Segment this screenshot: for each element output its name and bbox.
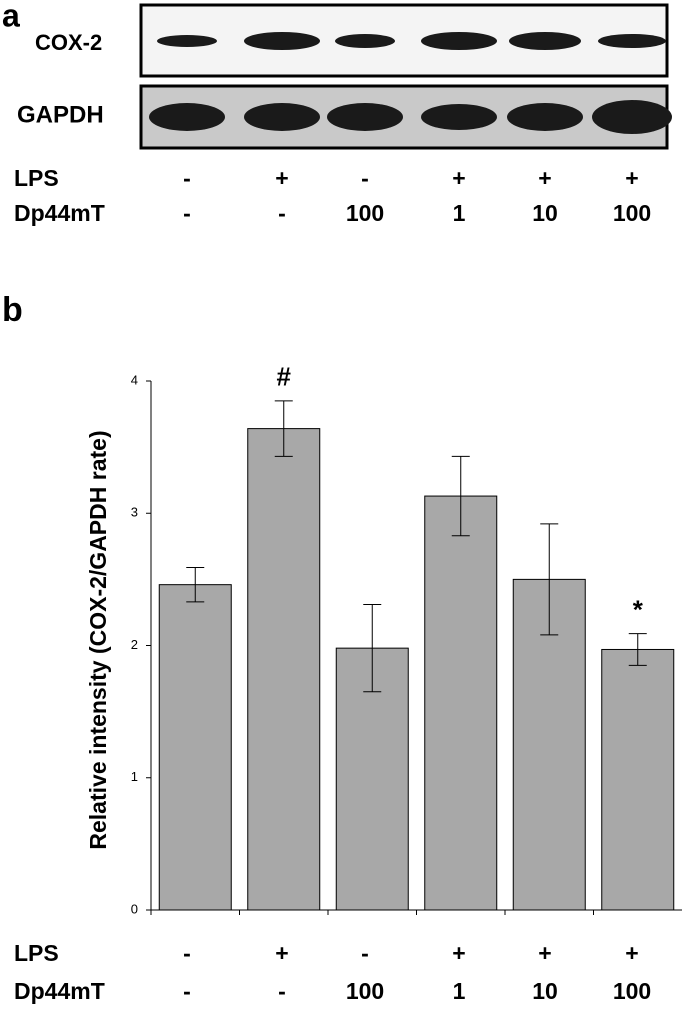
panel-label: a <box>2 0 20 33</box>
y-tick-label: 1 <box>131 769 138 784</box>
condition-value: + <box>538 940 551 966</box>
condition-value: - <box>183 200 191 226</box>
condition-value: - <box>361 940 369 966</box>
condition-value: + <box>452 165 465 191</box>
error-bar <box>274 400 293 457</box>
error-bar <box>186 566 205 603</box>
condition-value: + <box>538 165 551 191</box>
blot-frame <box>139 3 669 78</box>
panel-label: b <box>2 291 23 329</box>
band <box>507 103 583 131</box>
band <box>244 32 320 50</box>
condition-value: + <box>452 940 465 966</box>
condition-value: - <box>278 200 286 226</box>
band <box>421 104 497 130</box>
condition-value: 10 <box>532 978 558 1004</box>
error-bar <box>628 633 647 666</box>
bar <box>601 648 675 911</box>
condition-name: LPS <box>14 940 59 966</box>
blot-label: GAPDH <box>17 101 104 128</box>
y-tick-label: 3 <box>131 505 138 520</box>
condition-value: 1 <box>453 978 466 1004</box>
y-axis-label: Relative intensity (COX-2/GAPDH rate) <box>85 430 111 849</box>
condition-value: + <box>275 940 288 966</box>
band <box>598 34 666 48</box>
significance-mark: # <box>277 362 292 392</box>
y-tick-label: 2 <box>131 637 138 652</box>
y-tick-label: 0 <box>131 901 138 916</box>
band <box>421 32 497 50</box>
condition-name: Dp44mT <box>14 978 105 1004</box>
condition-value: + <box>275 165 288 191</box>
error-bar <box>451 455 470 537</box>
error-bar <box>363 604 382 693</box>
band <box>244 103 320 131</box>
condition-value: - <box>183 940 191 966</box>
bar <box>158 584 232 911</box>
condition-value: - <box>278 978 286 1004</box>
condition-value: + <box>625 165 638 191</box>
significance-mark: * <box>633 594 644 624</box>
band <box>509 32 581 50</box>
condition-value: 100 <box>613 978 651 1004</box>
condition-value: 100 <box>346 978 384 1004</box>
band <box>157 35 217 47</box>
condition-name: LPS <box>14 165 59 191</box>
error-bar <box>540 523 559 636</box>
condition-value: - <box>361 165 369 191</box>
band <box>327 103 403 131</box>
condition-value: 100 <box>346 200 384 226</box>
condition-value: + <box>625 940 638 966</box>
condition-value: 100 <box>613 200 651 226</box>
condition-value: - <box>183 165 191 191</box>
condition-value: 10 <box>532 200 558 226</box>
condition-name: Dp44mT <box>14 200 105 226</box>
condition-value: - <box>183 978 191 1004</box>
band <box>335 34 395 48</box>
band <box>149 103 225 131</box>
blot-label: COX-2 <box>35 30 102 55</box>
bar <box>247 428 321 911</box>
bar <box>424 495 498 911</box>
condition-value: 1 <box>453 200 466 226</box>
band <box>592 100 672 134</box>
y-tick-label: 4 <box>131 372 138 387</box>
